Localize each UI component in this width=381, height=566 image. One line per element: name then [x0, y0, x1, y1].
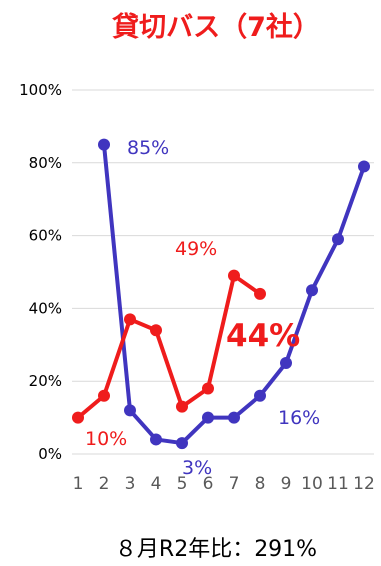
data-point — [98, 138, 110, 151]
series-line — [102, 142, 366, 446]
x-tick-label: 3 — [125, 474, 136, 494]
data-point — [202, 411, 214, 424]
data-point — [98, 389, 110, 402]
x-tick-label: 11 — [327, 474, 349, 494]
series — [98, 138, 370, 450]
x-tick-label: 9 — [281, 474, 292, 494]
data-label-blue-16: 16% — [278, 407, 320, 429]
chart-title: 貸切バス（7社） — [112, 11, 320, 43]
data-point — [72, 411, 84, 424]
y-tick-label: 100% — [19, 81, 62, 99]
data-point — [306, 284, 318, 297]
data-label-red-44: 44% — [226, 318, 300, 354]
data-label-red-10: 10% — [85, 428, 127, 450]
data-label-red-49: 49% — [175, 238, 217, 260]
x-tick-labels: 1 2 3 4 5 6 7 8 9 10 11 12 — [73, 474, 375, 494]
data-point — [358, 160, 370, 173]
data-point — [176, 400, 188, 413]
data-point — [228, 269, 240, 282]
x-tick-label: 4 — [151, 474, 162, 494]
data-point — [280, 357, 292, 369]
y-tick-label: 40% — [29, 299, 62, 317]
data-point — [254, 389, 266, 402]
y-tick-label: 80% — [29, 154, 62, 172]
x-tick-label: 5 — [177, 474, 188, 494]
data-point — [332, 233, 344, 246]
y-tick-label: 60% — [29, 227, 62, 245]
x-tick-label: 6 — [203, 474, 214, 494]
x-tick-label: 10 — [301, 474, 323, 494]
gridlines — [72, 89, 374, 455]
series-lines — [72, 138, 370, 450]
x-tick-label: 2 — [99, 474, 110, 494]
x-tick-label: 7 — [229, 474, 240, 494]
x-tick-label: 1 — [73, 474, 84, 494]
data-point — [176, 437, 188, 450]
y-tick-label: 20% — [29, 372, 62, 390]
data-point — [124, 313, 136, 326]
series — [72, 269, 266, 424]
chart-footer: ８月R2年比：291% — [115, 537, 317, 562]
x-tick-label: 8 — [255, 474, 266, 494]
series-line — [76, 273, 262, 420]
data-point — [150, 324, 162, 337]
y-tick-label: 0% — [38, 445, 62, 463]
data-point — [150, 433, 162, 446]
data-point — [202, 382, 214, 395]
y-tick-labels: 0% 20% 40% 60% 80% 100% — [19, 81, 62, 463]
data-point — [124, 404, 136, 417]
data-label-blue-3: 3% — [182, 457, 212, 479]
data-point — [228, 411, 240, 424]
data-label-blue-85: 85% — [127, 137, 169, 159]
data-point — [254, 287, 266, 300]
data-annotations: 85% 3% 16% 10% 49% 44% — [85, 137, 320, 479]
x-tick-label: 12 — [353, 474, 375, 494]
